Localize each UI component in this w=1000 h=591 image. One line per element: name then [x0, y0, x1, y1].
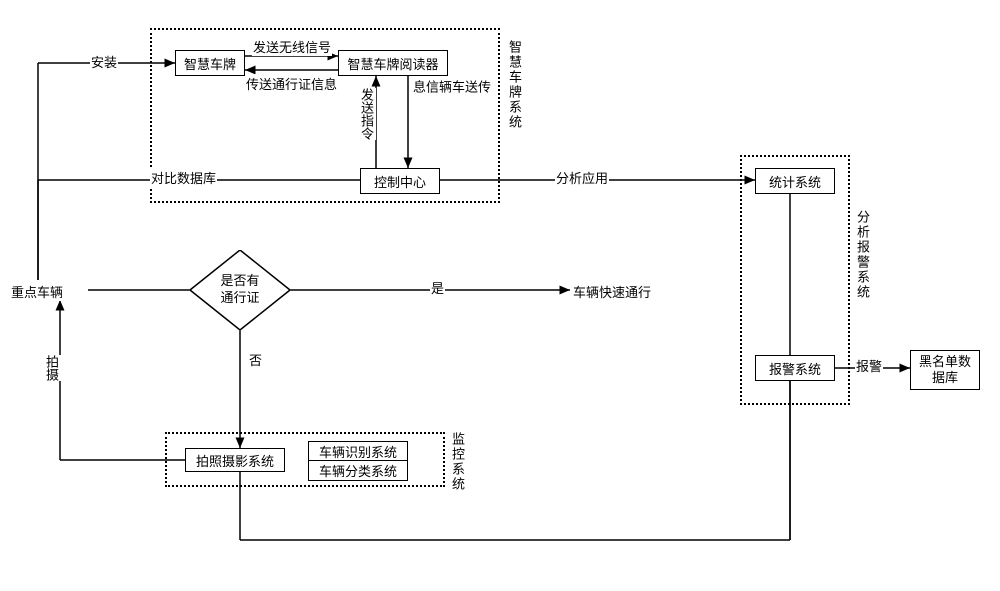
control-center-box: 控制中心 [360, 168, 440, 194]
monitor-system-label: 监控系统 [448, 432, 467, 492]
transmit-pass-label: 传送通行证信息 [245, 74, 338, 93]
send-vehicle-info-label: 传送车辆信息 [412, 80, 490, 93]
vehicle-classification-box: 车辆分类系统 [308, 461, 408, 481]
blacklist-box: 黑名单数据库 [910, 350, 980, 390]
alarm-label: 报警 [855, 356, 883, 375]
vehicle-recognition-box: 车辆识别系统 [308, 441, 408, 461]
decision-text: 是否有通行证 [215, 273, 265, 307]
smart-plate-box: 智慧车牌 [175, 50, 245, 76]
smart-plate-reader-box: 智慧车牌阅读器 [338, 50, 448, 76]
smart-plate-text: 智慧车牌 [184, 54, 236, 73]
send-wireless-label: 发送无线信号 [252, 37, 332, 56]
smart-plate-reader-text: 智慧车牌阅读器 [347, 54, 438, 73]
vehicle-classification-text: 车辆分类系统 [319, 461, 397, 480]
install-label: 安装 [90, 52, 118, 71]
compare-db-label: 对比数据库 [150, 168, 217, 187]
send-command-label: 发送指令 [357, 88, 376, 140]
alarm-system-text: 报警系统 [769, 359, 821, 378]
decision-diamond: 是否有通行证 [190, 250, 290, 330]
fast-pass-label: 车辆快速通行 [572, 282, 652, 301]
key-vehicle-label: 重点车辆 [10, 282, 64, 301]
yes-label: 是 [430, 278, 445, 297]
analysis-app-label: 分析应用 [555, 168, 609, 187]
stats-system-text: 统计系统 [769, 172, 821, 191]
shoot-label: 拍摄 [42, 355, 61, 381]
control-center-text: 控制中心 [374, 172, 426, 191]
alarm-system-box: 报警系统 [755, 355, 835, 381]
smart-plate-system-label: 智慧车牌系统 [505, 40, 524, 130]
blacklist-text: 黑名单数据库 [915, 354, 975, 385]
no-label: 否 [248, 350, 263, 369]
stats-system-box: 统计系统 [755, 168, 835, 194]
analysis-alarm-system-label: 分析报警系统 [853, 210, 872, 300]
photo-system-text: 拍照摄影系统 [196, 451, 274, 470]
vehicle-recognition-text: 车辆识别系统 [319, 442, 397, 461]
photo-system-box: 拍照摄影系统 [185, 448, 285, 472]
